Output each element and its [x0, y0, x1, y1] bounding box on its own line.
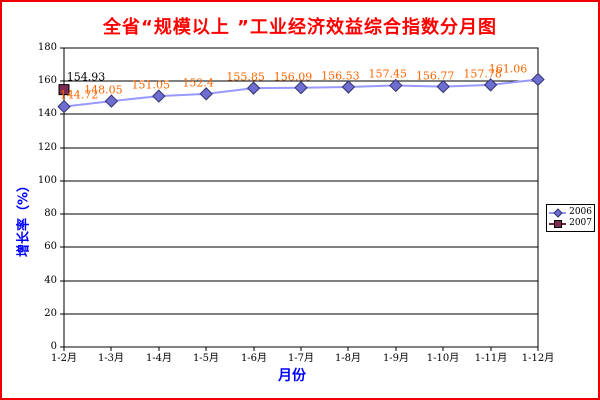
y-tick-label: 20	[44, 308, 57, 319]
x-tick-label: 1-9月	[382, 353, 410, 364]
data-label-2006: 156.09	[273, 70, 313, 84]
y-tick-label: 80	[44, 208, 57, 219]
y-axis-title: 增长率（%）	[16, 178, 32, 258]
data-label-2007: 154.93	[66, 70, 106, 84]
data-label-2006: 144.72	[59, 88, 99, 102]
data-label-2006: 161.06	[488, 62, 528, 76]
chart-title: 全省“规模以上 ”工业经济效益综合指数分月图	[103, 17, 497, 38]
data-point-marker-2006	[531, 72, 545, 87]
data-label-2006: 156.53	[321, 69, 360, 83]
x-tick-label: 1-7月	[287, 353, 315, 364]
data-point-marker-2006	[341, 80, 356, 94]
x-tick-label: 1-12月	[521, 353, 555, 364]
legend-marker-shape	[553, 207, 563, 218]
x-tick-label: 1-4月	[145, 353, 173, 364]
data-label-2006: 151.05	[131, 78, 171, 92]
data-point-marker-2006	[152, 89, 166, 103]
y-tick-label: 40	[44, 275, 57, 286]
data-point-marker-2006	[436, 79, 450, 94]
data-point-marker-2006	[104, 94, 119, 108]
x-tick-label: 1-11月	[474, 353, 508, 364]
y-tick-label: 180	[37, 42, 57, 53]
data-label-2006: 155.85	[226, 70, 265, 84]
legend-label: 2006	[569, 207, 592, 217]
data-label-2006: 152.4	[182, 76, 214, 90]
legend-square-marker-icon	[549, 219, 567, 228]
y-tick-label: 100	[37, 175, 57, 186]
legend: 2006 2007	[546, 204, 595, 232]
data-point-marker-2006	[246, 81, 261, 95]
legend-item-2007: 2007	[549, 219, 592, 229]
x-axis-title: 月份	[278, 368, 306, 384]
data-point-marker-2006	[57, 99, 71, 114]
data-point-marker-2006	[483, 78, 498, 92]
data-label-2006: 157.45	[368, 67, 408, 81]
data-point-marker-2006	[199, 87, 213, 101]
legend-diamond-marker-icon	[549, 207, 567, 218]
x-tick-label: 1-2月	[50, 353, 78, 364]
data-label-2006: 148.05	[84, 83, 123, 97]
x-tick-label: 1-6月	[240, 353, 268, 364]
y-tick-label: 160	[37, 75, 57, 86]
x-tick-label: 1-5月	[192, 353, 220, 364]
data-point-marker-2006	[389, 78, 403, 93]
data-point-marker-2006	[294, 81, 308, 95]
legend-label: 2007	[569, 218, 592, 228]
x-tick-label: 1-10月	[426, 353, 460, 364]
x-tick-label: 1-8月	[334, 353, 362, 364]
plot-area	[63, 47, 539, 348]
legend-marker-shape	[554, 219, 562, 228]
legend-item-2006: 2006	[549, 208, 592, 218]
data-label-2006: 156.77	[415, 69, 455, 83]
y-tick-label: 120	[37, 142, 57, 153]
y-tick-label: 140	[37, 108, 57, 119]
x-tick-label: 1-3月	[97, 353, 125, 364]
y-tick-label: 60	[44, 241, 57, 252]
series-line-2006	[63, 78, 539, 108]
data-label-2006: 157.78	[463, 67, 502, 81]
data-point-marker-2007	[58, 84, 70, 96]
y-tick-label: 0	[50, 341, 57, 352]
